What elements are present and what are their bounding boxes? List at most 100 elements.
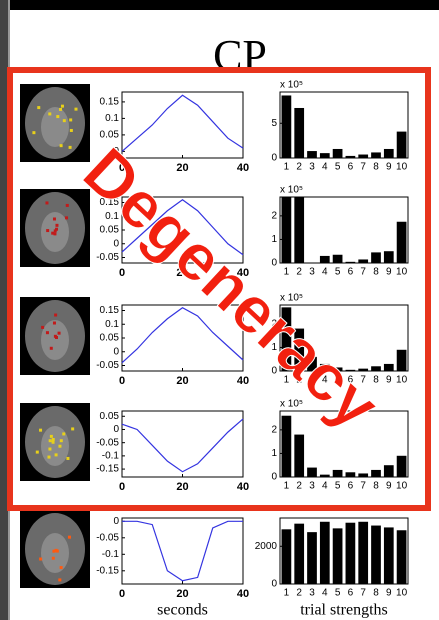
bar xyxy=(384,251,394,263)
x-tick-label: 9 xyxy=(386,162,392,173)
y-tick-label: 2000 xyxy=(255,541,278,552)
activation xyxy=(66,457,69,460)
activation xyxy=(37,106,40,109)
overlay-text: Degeneracy xyxy=(70,133,394,443)
y-tick-label: 1 xyxy=(271,448,277,459)
activation xyxy=(39,558,42,561)
activation xyxy=(69,118,72,121)
x-tick-label: 2 xyxy=(296,481,302,492)
x-tick-label: 2 xyxy=(296,588,302,599)
bar xyxy=(320,475,330,477)
bar xyxy=(294,197,304,263)
bar xyxy=(333,149,343,158)
x-tick-label: 2 xyxy=(296,162,302,173)
axes-box xyxy=(122,92,243,158)
bar xyxy=(397,132,407,158)
activation xyxy=(60,439,63,442)
brain-core xyxy=(41,426,69,466)
brain-core xyxy=(41,533,69,573)
x-tick-label: 7 xyxy=(360,588,366,599)
y-tick-label: 0 xyxy=(271,472,277,483)
top-bar xyxy=(0,0,439,10)
x-tick-label: 9 xyxy=(386,267,392,278)
activation xyxy=(46,331,49,334)
bar xyxy=(307,468,317,477)
activation xyxy=(58,578,61,581)
activation xyxy=(49,439,52,442)
bar xyxy=(346,156,356,158)
activation xyxy=(55,453,58,456)
activation xyxy=(50,435,53,438)
y-tick-label: 0 xyxy=(271,153,277,164)
activation xyxy=(52,441,55,444)
x-tick-label: 1 xyxy=(284,267,290,278)
activation xyxy=(52,438,55,441)
y-tick-label: 0 xyxy=(113,346,119,357)
x-tick-label: 40 xyxy=(237,481,249,493)
bar xyxy=(384,364,394,371)
y-multiplier: x 10⁵ xyxy=(280,185,303,196)
y-tick-label: 5 xyxy=(271,118,277,129)
x-tick-label: 8 xyxy=(373,162,379,173)
activation xyxy=(32,131,35,134)
brain-core xyxy=(41,320,69,360)
bar xyxy=(384,527,394,584)
y-tick-label: -0.05 xyxy=(96,360,119,371)
x-tick-label: 6 xyxy=(348,267,354,278)
x-tick-label: 10 xyxy=(396,588,408,599)
x-tick-label: 2 xyxy=(296,267,302,278)
activation xyxy=(47,456,50,459)
y-tick-label: 1 xyxy=(271,234,277,245)
y-tick-label: -0.15 xyxy=(96,464,119,475)
x-tick-label: 5 xyxy=(335,162,341,173)
x-tick-label: 4 xyxy=(322,481,328,492)
x-tick-label: 10 xyxy=(396,267,408,278)
bar xyxy=(282,416,292,477)
activation xyxy=(62,432,65,435)
bar xyxy=(320,256,330,263)
brain-images xyxy=(20,84,90,588)
y-tick-label: -0.1 xyxy=(102,451,120,462)
bar xyxy=(384,465,394,477)
x-tick-label: 20 xyxy=(176,375,188,387)
activation xyxy=(48,448,51,451)
activation xyxy=(39,429,42,432)
bar xyxy=(346,523,356,584)
x-tick-label: 7 xyxy=(360,481,366,492)
x-tick-label: 7 xyxy=(360,162,366,173)
bar xyxy=(307,532,317,584)
bar xyxy=(294,435,304,477)
activation xyxy=(74,108,77,111)
activation xyxy=(56,115,59,118)
bar xyxy=(397,530,407,584)
x-tick-label: 6 xyxy=(348,481,354,492)
x-tick-label: 10 xyxy=(396,162,408,173)
bar xyxy=(282,529,292,584)
x-tick-label: 20 xyxy=(176,481,188,493)
x-tick-label: 10 xyxy=(396,481,408,492)
bar xyxy=(346,472,356,477)
x-tick-label: 6 xyxy=(348,162,354,173)
activation xyxy=(52,557,55,560)
activation xyxy=(53,232,56,235)
bar xyxy=(282,197,292,263)
y-tick-label: 0.15 xyxy=(100,305,120,316)
y-tick-label: -0.05 xyxy=(96,437,119,448)
x-tick-label: 0 xyxy=(119,481,125,493)
activation xyxy=(60,566,63,569)
activation xyxy=(56,550,59,553)
x-tick-label: 8 xyxy=(373,267,379,278)
x-tick-label: 8 xyxy=(373,588,379,599)
x-tick-label: 5 xyxy=(335,481,341,492)
x-tick-label: 40 xyxy=(237,162,249,174)
activation xyxy=(54,314,57,317)
activation xyxy=(61,105,64,108)
brain-core xyxy=(41,107,69,147)
activation xyxy=(55,228,58,231)
y-tick-label: 0 xyxy=(271,258,277,269)
x-tick-label: 20 xyxy=(176,162,188,174)
bar xyxy=(371,526,381,584)
x-tick-label: 4 xyxy=(322,267,328,278)
activation xyxy=(46,229,49,232)
bar xyxy=(397,456,407,477)
